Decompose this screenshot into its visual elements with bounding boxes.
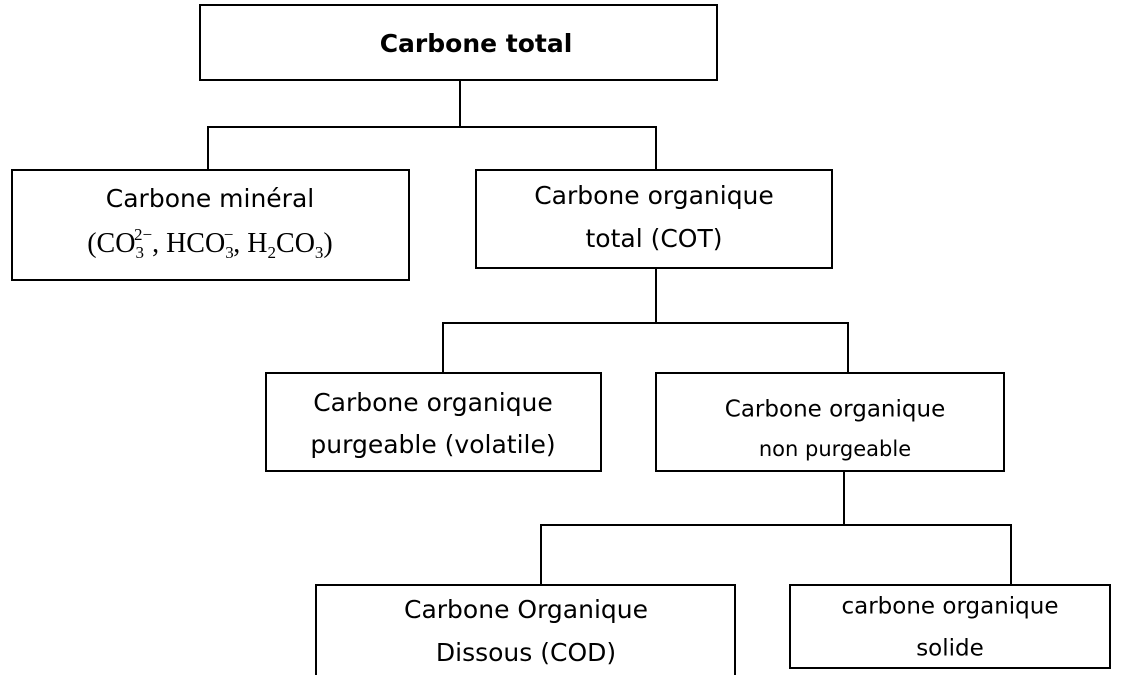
formula-part: , HCO: [152, 228, 225, 259]
node-label: purgeable (volatile): [310, 430, 555, 459]
node: Carbone organique purgeable (volatile): [265, 372, 602, 472]
node-box: [315, 584, 736, 675]
node: carbone organique solide: [789, 584, 1111, 669]
node-box: [789, 584, 1111, 669]
node-box: [199, 4, 718, 81]
connectors: [207, 80, 1012, 585]
node-label: solide: [916, 636, 984, 662]
formula-sup: −: [224, 225, 234, 244]
node-box: [655, 372, 1005, 472]
node-label: non purgeable: [759, 437, 911, 461]
node: Carbone organique total (COT): [475, 169, 833, 269]
node: Carbone minéral (CO32−, HCO3−, H2CO3): [11, 169, 410, 281]
node-label: Carbone organique: [725, 397, 945, 423]
formula-part: , H: [233, 228, 267, 259]
node-label: Dissous (COD): [436, 638, 616, 667]
node-label: Carbone Organique: [404, 595, 648, 624]
node-label: Carbone organique: [313, 388, 553, 417]
formula: (CO32−, HCO3−, H2CO3): [87, 225, 333, 262]
node-label: Carbone minéral: [106, 184, 314, 213]
node-label: total (COT): [585, 224, 722, 253]
formula-sub: 3: [225, 243, 234, 262]
node: Carbone total: [199, 4, 718, 81]
formula-part: ): [323, 228, 332, 259]
formula-sub: 3: [135, 243, 144, 262]
node-label: Carbone total: [380, 29, 573, 58]
formula-part: (CO: [87, 228, 135, 259]
node-box: [475, 169, 833, 269]
node: Carbone Organique Dissous (COD): [315, 584, 736, 675]
formula-sub: 2: [268, 243, 277, 262]
formula-sub: 3: [315, 243, 324, 262]
formula-part: CO: [276, 228, 315, 259]
formula-sup: 2−: [134, 225, 152, 244]
node-label: Carbone organique: [534, 181, 774, 210]
node: Carbone organique non purgeable: [655, 372, 1005, 472]
node-label: carbone organique: [841, 594, 1058, 620]
node-box: [265, 372, 602, 472]
node-box: [11, 169, 410, 281]
